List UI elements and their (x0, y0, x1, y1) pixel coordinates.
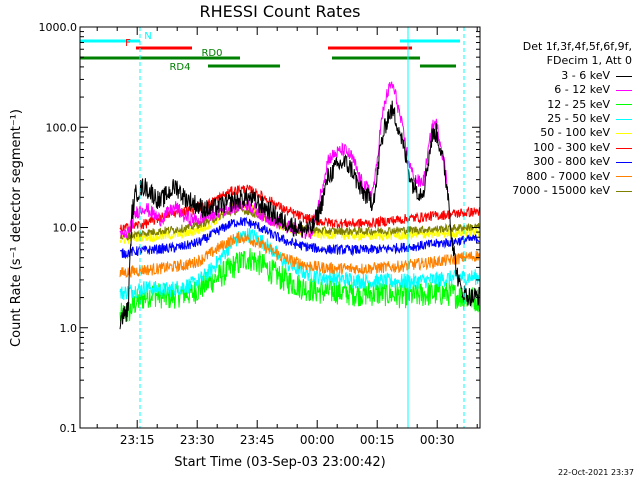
legend-entry: 300 - 800 keV (486, 155, 632, 169)
plot-timestamp: 22-Oct-2021 23:37 (558, 468, 634, 477)
x-tick-label: 00:15 (360, 433, 395, 447)
y-tick-label: 1.0 (60, 322, 78, 335)
flag-label: F (125, 38, 131, 49)
legend-entry: 50 - 100 keV (486, 126, 632, 140)
x-tick-label: 00:00 (300, 433, 335, 447)
legend-label: 6 - 12 keV (554, 83, 610, 97)
x-axis-label: Start Time (03-Sep-03 23:00:42) (174, 455, 385, 470)
chart-title: RHESSI Count Rates (200, 2, 361, 21)
legend-label: 300 - 800 keV (533, 155, 610, 169)
legend-swatch (616, 147, 632, 149)
legend-label: 800 - 7000 keV (526, 169, 610, 183)
series-line (119, 100, 480, 330)
series-layer (119, 81, 480, 330)
legend-swatch (616, 133, 632, 135)
y-tick-label: 0.1 (60, 422, 78, 435)
legend-entry: 3 - 6 keV (486, 69, 632, 83)
x-tick-label: 23:30 (180, 433, 215, 447)
legend-entry: 7000 - 15000 keV (486, 184, 632, 198)
y-tick-label: 100.0 (46, 121, 78, 134)
y-tick-label: 1000.0 (39, 21, 78, 34)
legend-swatch (616, 161, 632, 163)
legend-rows: 3 - 6 keV 6 - 12 keV 12 - 25 keV 25 - 50 ke… (486, 69, 632, 199)
x-tick-label: 23:45 (240, 433, 275, 447)
series-line (119, 231, 480, 279)
legend-label: 7000 - 15000 keV (512, 184, 610, 198)
legend-swatch (616, 118, 632, 120)
legend-label: 25 - 50 keV (547, 112, 610, 126)
x-tick-label: 00:30 (420, 433, 455, 447)
legend-entry: 100 - 300 keV (486, 141, 632, 155)
y-tick-label: 10.0 (53, 222, 78, 235)
flag-label: RD0 (201, 48, 222, 59)
legend-label: 12 - 25 keV (547, 97, 610, 111)
legend-swatch (616, 190, 632, 192)
legend-swatch (616, 89, 632, 91)
legend-entry: 12 - 25 keV (486, 98, 632, 112)
legend-swatch (616, 104, 632, 106)
legend: Det 1f,3f,4f,5f,6f,9f, FDecim 1, Att 0 3… (486, 40, 632, 198)
y-axis-label: Count Rate (s⁻¹ detector segment⁻¹) (9, 109, 24, 347)
flag-layer: N F RD0 RD4 (80, 31, 460, 73)
legend-header-detectors: Det 1f,3f,4f,5f,6f,9f, (522, 40, 632, 53)
flag-label: N (144, 31, 151, 42)
legend-entry: 25 - 50 keV (486, 112, 632, 126)
legend-entry: 6 - 12 keV (486, 83, 632, 97)
series-line (119, 216, 480, 260)
series-line (119, 248, 480, 324)
legend-label: 50 - 100 keV (540, 126, 610, 140)
legend-label: 3 - 6 keV (561, 68, 610, 82)
legend-swatch (616, 75, 632, 77)
x-axis: 23:15 23:30 23:45 00:00 00:15 00:30 (96, 27, 478, 447)
legend-swatch (616, 176, 632, 178)
flag-label: RD4 (169, 62, 190, 73)
x-tick-label: 23:15 (120, 433, 155, 447)
legend-entry: 800 - 7000 keV (486, 170, 632, 184)
legend-header-decim: FDecim 1, Att 0 (546, 54, 632, 68)
y-axis: 0.1 1.0 10.0 100.0 1000.0 (39, 21, 480, 435)
legend-label: 100 - 300 keV (533, 140, 610, 154)
